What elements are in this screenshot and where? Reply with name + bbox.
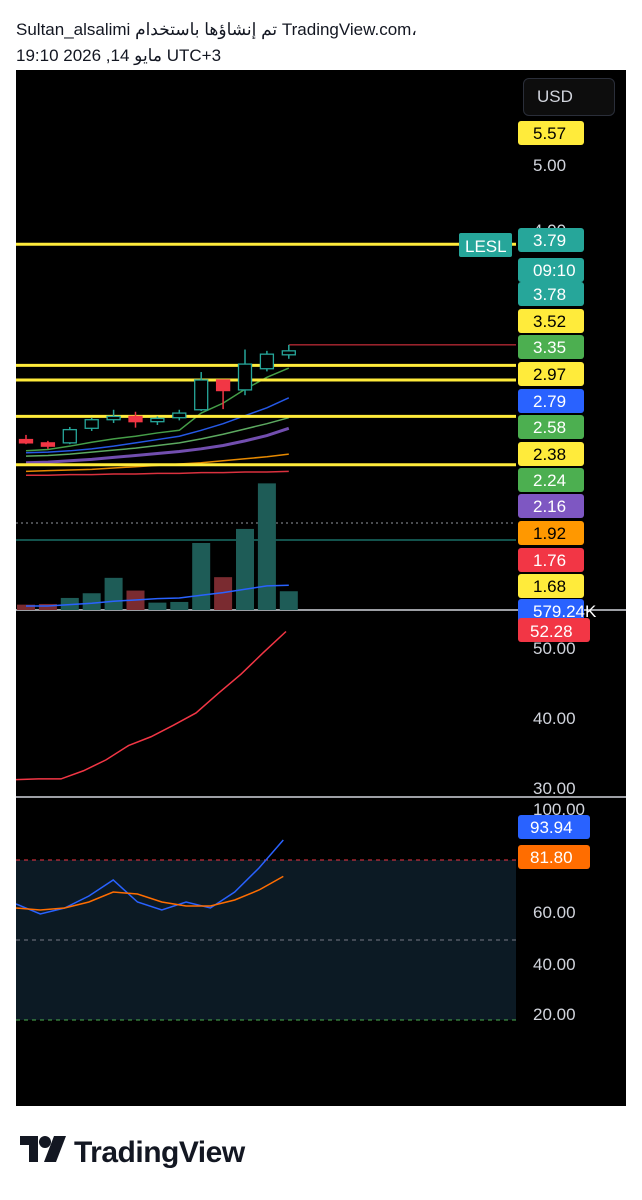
tradingview-logo-icon	[20, 1136, 66, 1162]
price-axis-label: 2.97	[533, 365, 566, 384]
price-axis-label: 3.52	[533, 312, 566, 331]
price-axis-label: 579.24K	[533, 602, 597, 621]
candle-body	[150, 417, 165, 423]
price-axis-label: 5.00	[533, 156, 566, 175]
stoch-line	[16, 875, 284, 911]
price-label-bg	[518, 521, 584, 545]
price-label-bg	[518, 389, 584, 413]
candle-body	[18, 438, 34, 444]
price-label-bg	[518, 574, 584, 598]
price-label-bg	[518, 335, 584, 359]
rsi-axis-label: 50.00	[533, 639, 576, 658]
rsi-line	[16, 630, 287, 781]
price-axis-label: 2.79	[533, 392, 566, 411]
symbol-label: LESL	[465, 237, 507, 256]
price-label-bg	[518, 121, 584, 145]
rsi-value-bg	[518, 618, 590, 642]
price-label-bg	[518, 362, 584, 386]
rsi-axis-label: 30.00	[533, 779, 576, 798]
moving-average-line	[26, 470, 289, 477]
volume-bar	[104, 577, 123, 610]
volume-bar	[257, 483, 276, 610]
price-label-bg	[518, 258, 584, 282]
price-label-bg	[518, 228, 584, 252]
price-axis-label: 2.38	[533, 445, 566, 464]
stoch-value-bg	[518, 815, 590, 839]
price-label-bg	[518, 442, 584, 466]
stoch-value-bg	[518, 845, 590, 869]
price-label-bg	[518, 309, 584, 333]
chart-canvas[interactable]: 5.575.004.003.7909:103.783.523.352.972.7…	[16, 70, 626, 1106]
timestamp-line: 19:10 2026 ,14 مايو UTC+3	[16, 46, 222, 65]
attribution-line: Sultan_alsalimi تم إنشاؤها باستخدام Trad…	[16, 20, 417, 39]
price-axis-label: 2.58	[533, 418, 566, 437]
moving-average-line	[25, 397, 290, 454]
candle-body	[172, 412, 187, 419]
price-axis-label: 2.16	[533, 497, 566, 516]
rsi-value-label: 52.28	[530, 622, 573, 641]
candle-body	[106, 415, 121, 421]
price-label-bg	[518, 415, 584, 439]
stoch-value-label: 93.94	[530, 818, 573, 837]
volume-bar	[236, 528, 254, 610]
stoch-axis-label: 100.00	[533, 800, 585, 819]
candle-body	[281, 350, 296, 356]
rsi-axis-label: 40.00	[533, 709, 576, 728]
candle-body	[40, 442, 56, 447]
moving-average-line	[25, 426, 290, 465]
stoch-value-label: 81.80	[530, 848, 573, 867]
volume-bar	[148, 602, 167, 610]
stoch-axis-label: 40.00	[533, 955, 576, 974]
price-axis-label: 3.35	[533, 338, 566, 357]
price-label-bg	[518, 282, 584, 306]
tradingview-logo-text: TradingView	[74, 1136, 245, 1169]
moving-average-line	[25, 453, 289, 473]
volume-bar	[214, 577, 233, 610]
price-label-bg	[518, 494, 584, 518]
volume-bar	[17, 604, 35, 610]
candle-body	[237, 363, 253, 391]
volume-bar	[38, 603, 57, 610]
candle-body	[62, 428, 77, 444]
moving-average-line	[25, 416, 289, 457]
candle-body	[84, 419, 99, 429]
price-label-bg	[518, 599, 584, 623]
tradingview-logo: TradingView	[18, 1132, 245, 1176]
chart-frame[interactable]: 5.575.004.003.7909:103.783.523.352.972.7…	[16, 70, 626, 1106]
price-axis-label: 2.24	[533, 471, 566, 490]
volume-bar	[279, 591, 298, 610]
price-axis-label: 3.78	[533, 285, 566, 304]
stoch-axis-label: 60.00	[533, 903, 576, 922]
candle-body	[194, 379, 209, 411]
volume-bar	[82, 593, 101, 610]
volume-ma-line	[26, 584, 289, 607]
price-axis-label: 3.79	[533, 231, 566, 250]
candle-body	[215, 379, 231, 392]
symbol-label-bg	[459, 233, 512, 257]
currency-button[interactable]: USD	[523, 78, 615, 116]
candle-body	[128, 415, 143, 423]
price-axis-label: 5.57	[533, 124, 566, 143]
volume-bar	[170, 601, 189, 610]
price-axis-label: 1.92	[533, 524, 566, 543]
price-axis-label: 1.68	[533, 577, 566, 596]
candle-body	[259, 353, 275, 370]
price-label-bg	[518, 468, 584, 492]
stoch-axis-label: 20.00	[533, 1005, 576, 1024]
price-label-bg	[518, 548, 584, 572]
price-axis-label: 1.76	[533, 551, 566, 570]
volume-bar	[192, 543, 211, 610]
price-axis-label: 09:10	[533, 261, 576, 280]
